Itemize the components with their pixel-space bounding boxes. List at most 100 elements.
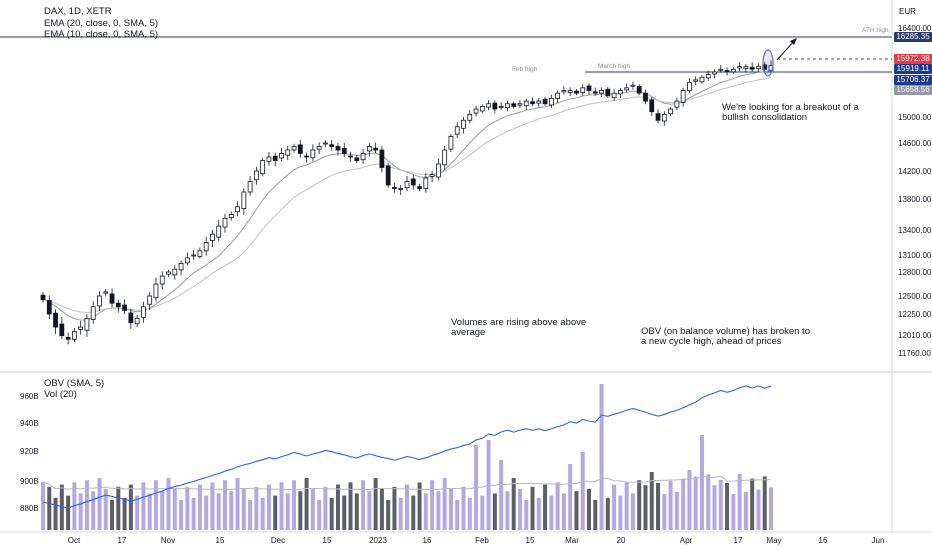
volume-bar	[317, 500, 322, 530]
candle-body	[743, 66, 749, 69]
price-tick-label: 14600.00	[898, 139, 932, 148]
volume-bar	[335, 484, 340, 530]
volume-bar	[574, 491, 579, 530]
candle-body	[505, 103, 510, 109]
volume-bar	[398, 497, 403, 530]
candle-body	[228, 214, 234, 218]
volume-bar	[681, 478, 686, 530]
volume-bar	[687, 470, 692, 530]
candle-body	[379, 149, 385, 168]
candle-body	[442, 149, 448, 166]
volume-bar	[116, 486, 121, 530]
arrow-head-icon	[790, 38, 797, 45]
volume-bar	[580, 452, 585, 530]
obv-legend[interactable]: OBV (SMA, 5)	[44, 378, 105, 389]
volume-bar	[405, 484, 409, 530]
candle-body	[599, 90, 604, 94]
time-tick-label: 16	[423, 536, 432, 545]
volume-bar	[367, 491, 372, 530]
volume-bar	[342, 495, 347, 530]
volume-bar	[555, 482, 560, 530]
obv-axis: 960B 940B 920B 900B 880B	[20, 392, 39, 513]
candle-body	[592, 91, 598, 94]
volume-bar	[593, 500, 598, 530]
candle-body	[341, 147, 347, 154]
volume-bar	[66, 495, 71, 530]
time-tick-label: Mar	[565, 536, 579, 545]
volume-bar	[480, 495, 485, 530]
volume-bar	[97, 478, 102, 530]
volume-bar	[756, 489, 761, 530]
march-high-label: March high	[598, 63, 631, 70]
price-tick-label: 13100.00	[898, 251, 932, 260]
candle-body	[172, 268, 178, 276]
candle-body	[141, 306, 146, 318]
volume-bar	[386, 500, 391, 530]
ema20-legend[interactable]: EMA (20, close, 0, SMA, 5)	[44, 18, 159, 29]
candle-body	[210, 233, 215, 241]
candle-body	[555, 92, 561, 99]
volume-bar	[599, 384, 604, 530]
volume-bar	[185, 486, 190, 530]
candles	[40, 60, 774, 345]
candle-body	[724, 70, 730, 73]
breakout-arrow	[776, 39, 796, 61]
candle-body	[649, 99, 655, 113]
time-tick-label: 16	[819, 536, 828, 545]
volume-bar	[298, 491, 303, 530]
candle-body	[435, 163, 441, 178]
obv-annotation: OBV (on balance volume) has broken to a …	[641, 326, 810, 347]
candle-body	[536, 100, 542, 104]
volume-bar	[448, 489, 453, 530]
currency-label: EUR	[899, 7, 916, 16]
candle-body	[737, 66, 743, 69]
price-tag-ema20: 15658.56	[894, 85, 932, 95]
candle-body	[247, 181, 253, 193]
vol-legend[interactable]: Vol (20)	[44, 389, 77, 400]
volume-bars	[41, 384, 773, 530]
ema10-legend[interactable]: EMA (10, close, 0, SMA, 5)	[44, 29, 159, 40]
candle-body	[586, 85, 592, 91]
volume-bar	[135, 495, 140, 530]
time-tick-label: 17	[118, 536, 127, 545]
volume-bar	[266, 484, 271, 530]
symbol-title[interactable]: DAX, 1D, XETR	[44, 6, 112, 17]
candle-body	[53, 312, 58, 328]
candle-body	[530, 101, 535, 105]
volume-bar	[41, 482, 45, 530]
volume-bar	[147, 493, 152, 530]
volume-ma-line	[42, 475, 772, 491]
volume-bar	[241, 489, 246, 530]
ath-label: ATH high	[862, 27, 889, 34]
candle-body	[429, 174, 435, 177]
price-tag-last: 15972.38	[894, 54, 932, 64]
candle-body	[461, 119, 466, 129]
price-tick-label: 12010.00	[898, 331, 932, 340]
candle-body	[498, 106, 504, 108]
candle-body	[40, 294, 46, 301]
volume-bar	[53, 497, 58, 530]
volume-bar	[492, 493, 497, 530]
candle-body	[90, 306, 96, 320]
candle-body	[486, 103, 491, 108]
time-tick-label: 15	[323, 536, 332, 545]
candle-body	[410, 178, 416, 186]
candle-body	[253, 170, 259, 181]
candle-body	[404, 181, 410, 189]
volume-bar	[103, 489, 108, 530]
ema20-line	[42, 77, 772, 314]
volume-bar	[618, 495, 623, 530]
candle-body	[304, 155, 309, 158]
volume-bar	[637, 480, 642, 530]
volume-bar	[561, 493, 566, 530]
candle-body	[699, 76, 705, 83]
volume-bar	[543, 484, 548, 530]
time-tick-label: 15	[526, 536, 535, 545]
volume-bar	[191, 497, 196, 530]
feb-high-label: Feb high	[512, 66, 538, 73]
time-tick-label: 20	[617, 536, 626, 545]
candle-body	[197, 250, 203, 257]
candle-body	[517, 103, 523, 106]
volume-bar	[769, 487, 773, 530]
